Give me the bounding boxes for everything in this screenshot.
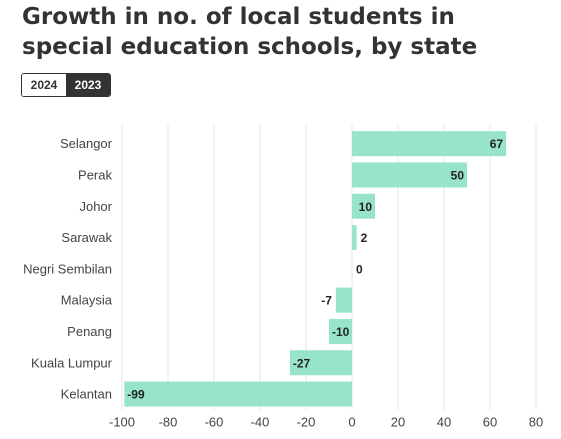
data-label: -10 xyxy=(332,325,350,339)
category-label: Kelantan xyxy=(61,387,112,402)
x-tick-label: 80 xyxy=(529,415,543,430)
data-label: -7 xyxy=(321,294,332,308)
category-label: Malaysia xyxy=(61,293,113,308)
tab-2023[interactable]: 2023 xyxy=(66,74,110,96)
bar xyxy=(124,381,352,407)
x-tick-label: 20 xyxy=(391,415,405,430)
data-label: 50 xyxy=(451,168,465,182)
category-label: Penang xyxy=(67,324,112,339)
data-label: 67 xyxy=(490,137,504,151)
data-label: -27 xyxy=(293,356,311,370)
x-tick-label: -80 xyxy=(159,415,178,430)
bar xyxy=(352,162,467,188)
bar xyxy=(329,318,352,344)
bar xyxy=(335,287,352,313)
x-tick-label: 40 xyxy=(437,415,451,430)
data-label: 10 xyxy=(359,200,373,214)
category-label: Sarawak xyxy=(61,230,112,245)
bar xyxy=(352,131,507,157)
category-label: Perak xyxy=(78,167,112,182)
tab-2024[interactable]: 2024 xyxy=(22,74,66,96)
category-label: Kuala Lumpur xyxy=(31,355,113,370)
bar xyxy=(289,350,352,376)
x-tick-label: -60 xyxy=(205,415,224,430)
chart-title: Growth in no. of local students in speci… xyxy=(22,4,478,60)
x-tick-label: 60 xyxy=(483,415,497,430)
data-label: -99 xyxy=(127,388,145,402)
bar xyxy=(352,225,357,251)
bar xyxy=(352,193,375,219)
category-label: Johor xyxy=(79,199,112,214)
data-label: 2 xyxy=(361,231,368,245)
x-tick-label: -20 xyxy=(297,415,316,430)
x-tick-label: 0 xyxy=(348,415,355,430)
data-label: 0 xyxy=(356,262,363,276)
category-label: Selangor xyxy=(60,136,113,151)
x-tick-label: -40 xyxy=(251,415,270,430)
x-tick-label: -100 xyxy=(109,415,135,430)
year-toggle: 2024 2023 xyxy=(21,73,111,97)
category-label: Negri Sembilan xyxy=(23,261,112,276)
